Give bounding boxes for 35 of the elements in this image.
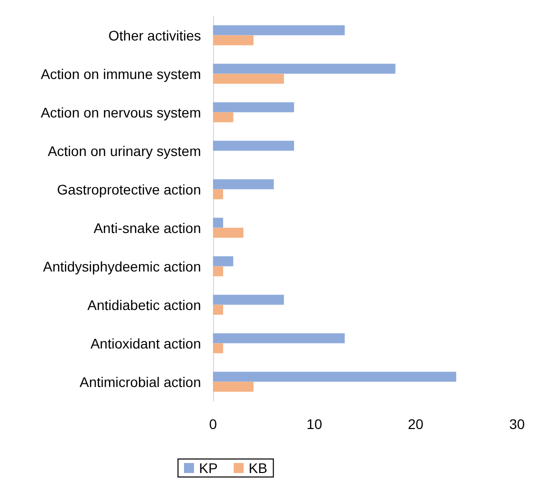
bar — [213, 64, 396, 74]
x-tick-label: 30 — [509, 416, 525, 432]
bar — [213, 179, 274, 190]
y-tick-label: Other activities — [108, 27, 201, 44]
bar — [213, 112, 234, 122]
y-tick-label: Antioxidant action — [90, 335, 201, 352]
bar — [213, 218, 224, 228]
bar — [213, 74, 284, 84]
bar — [213, 266, 224, 276]
y-tick-label: Action on urinary system — [48, 142, 201, 159]
bar — [213, 304, 224, 315]
y-tick-label: Action on immune system — [40, 66, 201, 82]
bar — [213, 343, 224, 354]
bar — [213, 372, 456, 382]
y-tick-label: Gastroprotective action — [57, 181, 201, 198]
y-tick-label: Antidiabetic action — [87, 296, 201, 313]
bar — [213, 294, 284, 305]
bar — [213, 228, 244, 238]
bar — [213, 102, 294, 112]
y-tick-label: Antidysiphydeemic action — [43, 258, 201, 274]
x-tick-label: 10 — [306, 416, 322, 432]
y-tick-label: Antimicrobial action — [80, 374, 201, 390]
bar — [213, 256, 234, 266]
y-tick-label: Action on nervous system — [40, 104, 201, 120]
bar — [213, 382, 254, 392]
x-tick-label: 0 — [209, 416, 218, 432]
bar — [213, 140, 294, 151]
y-tick-label: Anti-snake action — [94, 220, 201, 236]
bar — [213, 333, 345, 344]
bar — [213, 189, 224, 200]
bar — [213, 25, 345, 36]
bar — [213, 35, 254, 46]
legend-label: KP — [199, 460, 218, 476]
x-tick-label: 20 — [408, 416, 424, 432]
legend-label: KB — [248, 460, 268, 476]
